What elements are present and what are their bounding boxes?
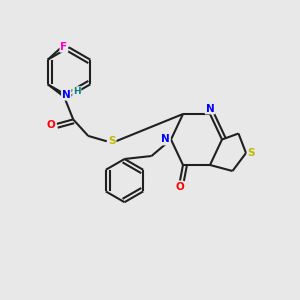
Text: O: O xyxy=(175,182,184,192)
Text: N: N xyxy=(62,90,71,100)
Text: H: H xyxy=(73,87,81,96)
Text: O: O xyxy=(47,120,56,130)
Text: N: N xyxy=(206,103,214,114)
Text: F: F xyxy=(60,42,68,52)
Text: S: S xyxy=(108,136,116,146)
Text: S: S xyxy=(248,148,255,158)
Text: N: N xyxy=(161,134,170,145)
